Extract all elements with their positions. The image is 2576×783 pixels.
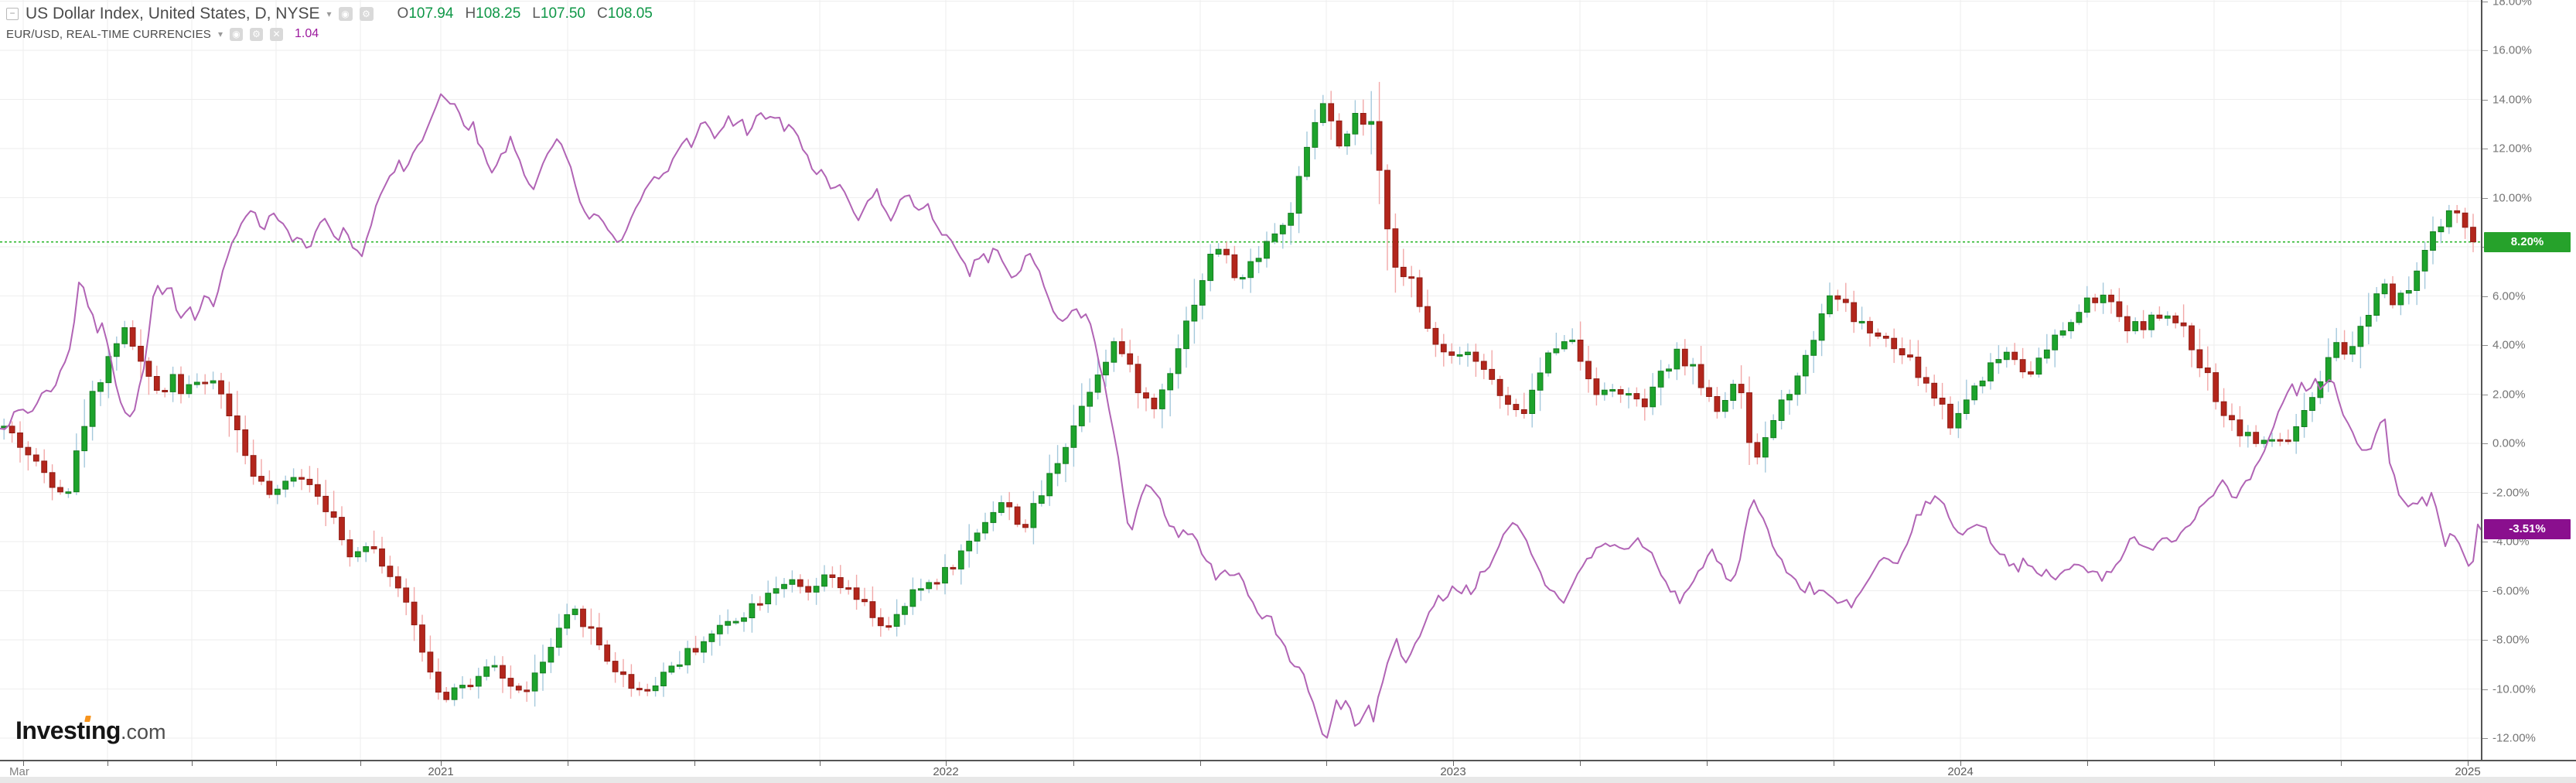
close-value: 108.05 bbox=[607, 5, 653, 22]
price-axis-tick bbox=[2482, 689, 2488, 690]
candlestick-series bbox=[1, 81, 2476, 707]
price-chart-plot[interactable] bbox=[0, 0, 2482, 760]
price-axis-tick bbox=[2482, 296, 2488, 297]
price-axis-tick bbox=[2482, 591, 2488, 592]
collapse-legend-icon[interactable]: − bbox=[6, 8, 19, 20]
time-axis-tick bbox=[694, 761, 695, 766]
time-axis-label: 2025 bbox=[2455, 765, 2481, 778]
price-axis-label: -6.00% bbox=[2492, 584, 2530, 598]
bottom-toolbar-strip bbox=[0, 777, 2576, 783]
price-axis-label: -12.00% bbox=[2492, 731, 2536, 745]
price-axis-label: -2.00% bbox=[2492, 486, 2530, 500]
ohlc-readout: O107.94 H108.25 L107.50 C108.05 bbox=[397, 5, 653, 22]
price-axis-tick bbox=[2482, 50, 2488, 51]
symbol2-last-value: 1.04 bbox=[295, 27, 319, 40]
chevron-down-icon[interactable]: ▾ bbox=[218, 29, 223, 39]
logo-orange-dot-icon bbox=[84, 716, 92, 722]
price-axis-label: 18.00% bbox=[2492, 0, 2532, 9]
last-price-badge: 8.20% bbox=[2484, 232, 2571, 252]
logo-tld: .com bbox=[120, 720, 166, 744]
price-axis-label: 2.00% bbox=[2492, 388, 2526, 402]
close-label: C bbox=[597, 5, 608, 22]
time-axis-tick bbox=[1453, 761, 1454, 766]
price-axis-label: -10.00% bbox=[2492, 682, 2536, 696]
price-axis-label: 4.00% bbox=[2492, 338, 2526, 352]
time-axis-tick bbox=[820, 761, 821, 766]
time-axis-tick bbox=[107, 761, 108, 766]
time-axis-tick bbox=[1200, 761, 1201, 766]
time-axis-tick bbox=[2087, 761, 2088, 766]
time-axis-tick bbox=[1707, 761, 1708, 766]
high-label: H bbox=[465, 5, 476, 22]
price-axis-label: 12.00% bbox=[2492, 142, 2532, 156]
time-axis-tick bbox=[441, 761, 442, 766]
time-axis-label: Mar bbox=[9, 765, 29, 778]
price-axis[interactable]: 18.00%16.00%14.00%12.00%10.00%8.00%6.00%… bbox=[2481, 0, 2576, 760]
chart-canvas[interactable] bbox=[0, 0, 2482, 760]
price-axis-label: 10.00% bbox=[2492, 191, 2532, 205]
price-axis-label: 14.00% bbox=[2492, 93, 2532, 107]
open-value: 107.94 bbox=[408, 5, 454, 22]
time-axis-label: 2021 bbox=[428, 765, 454, 778]
last-price-badge: -3.51% bbox=[2484, 519, 2571, 539]
symbol1-visibility-icon[interactable]: ◉ bbox=[338, 7, 353, 21]
eurusd-line-series bbox=[0, 93, 2482, 739]
low-label: L bbox=[532, 5, 541, 22]
price-axis-label: -8.00% bbox=[2492, 633, 2530, 647]
price-axis-tick bbox=[2482, 493, 2488, 494]
time-axis-tick bbox=[946, 761, 947, 766]
time-axis-tick bbox=[1960, 761, 1961, 766]
time-axis-tick bbox=[2341, 761, 2342, 766]
symbol2-visibility-icon[interactable]: ◉ bbox=[230, 27, 244, 41]
price-axis-tick bbox=[2482, 738, 2488, 739]
price-axis-label: 16.00% bbox=[2492, 43, 2532, 57]
time-axis-tick bbox=[2214, 761, 2215, 766]
chevron-down-icon[interactable]: ▾ bbox=[326, 9, 332, 19]
symbol2-title[interactable]: EUR/USD, REAL-TIME CURRENCIES bbox=[6, 27, 211, 41]
time-axis-tick bbox=[276, 761, 277, 766]
high-value: 108.25 bbox=[476, 5, 521, 22]
logo-i-letter: ı bbox=[84, 716, 92, 744]
price-axis-tick bbox=[2482, 100, 2488, 101]
legend: − US Dollar Index, United States, D, NYS… bbox=[6, 4, 653, 43]
logo-text: Invest bbox=[15, 716, 85, 744]
symbol2-settings-icon[interactable]: ⚙ bbox=[250, 27, 264, 41]
time-axis-label: 2022 bbox=[933, 765, 959, 778]
symbol1-settings-icon[interactable]: ⚙ bbox=[359, 7, 374, 21]
time-axis-tick bbox=[192, 761, 193, 766]
time-axis-tick bbox=[1326, 761, 1327, 766]
open-label: O bbox=[397, 5, 409, 22]
price-axis-label: 6.00% bbox=[2492, 289, 2526, 303]
time-axis-label: 2024 bbox=[1947, 765, 1974, 778]
time-axis-tick bbox=[1073, 761, 1074, 766]
time-axis-tick bbox=[23, 761, 24, 766]
time-axis-label: 2023 bbox=[1440, 765, 1466, 778]
price-axis-label: 0.00% bbox=[2492, 436, 2526, 450]
price-axis-tick bbox=[2482, 640, 2488, 641]
symbol1-title[interactable]: US Dollar Index, United States, D, NYSE bbox=[26, 5, 320, 22]
time-axis-tick bbox=[1580, 761, 1581, 766]
investing-com-logo: Investı ng.com bbox=[15, 716, 165, 745]
price-axis-tick bbox=[2482, 443, 2488, 444]
logo-text-2: ng bbox=[90, 716, 121, 744]
time-axis[interactable]: Mar 2021 2022 2023 2024 2025 bbox=[0, 760, 2576, 778]
price-axis-tick bbox=[2482, 198, 2488, 199]
time-axis-tick bbox=[360, 761, 361, 766]
price-axis-tick bbox=[2482, 345, 2488, 346]
symbol2-close-icon[interactable]: ✕ bbox=[270, 27, 284, 41]
low-value: 107.50 bbox=[540, 5, 585, 22]
time-axis-tick bbox=[2468, 761, 2469, 766]
